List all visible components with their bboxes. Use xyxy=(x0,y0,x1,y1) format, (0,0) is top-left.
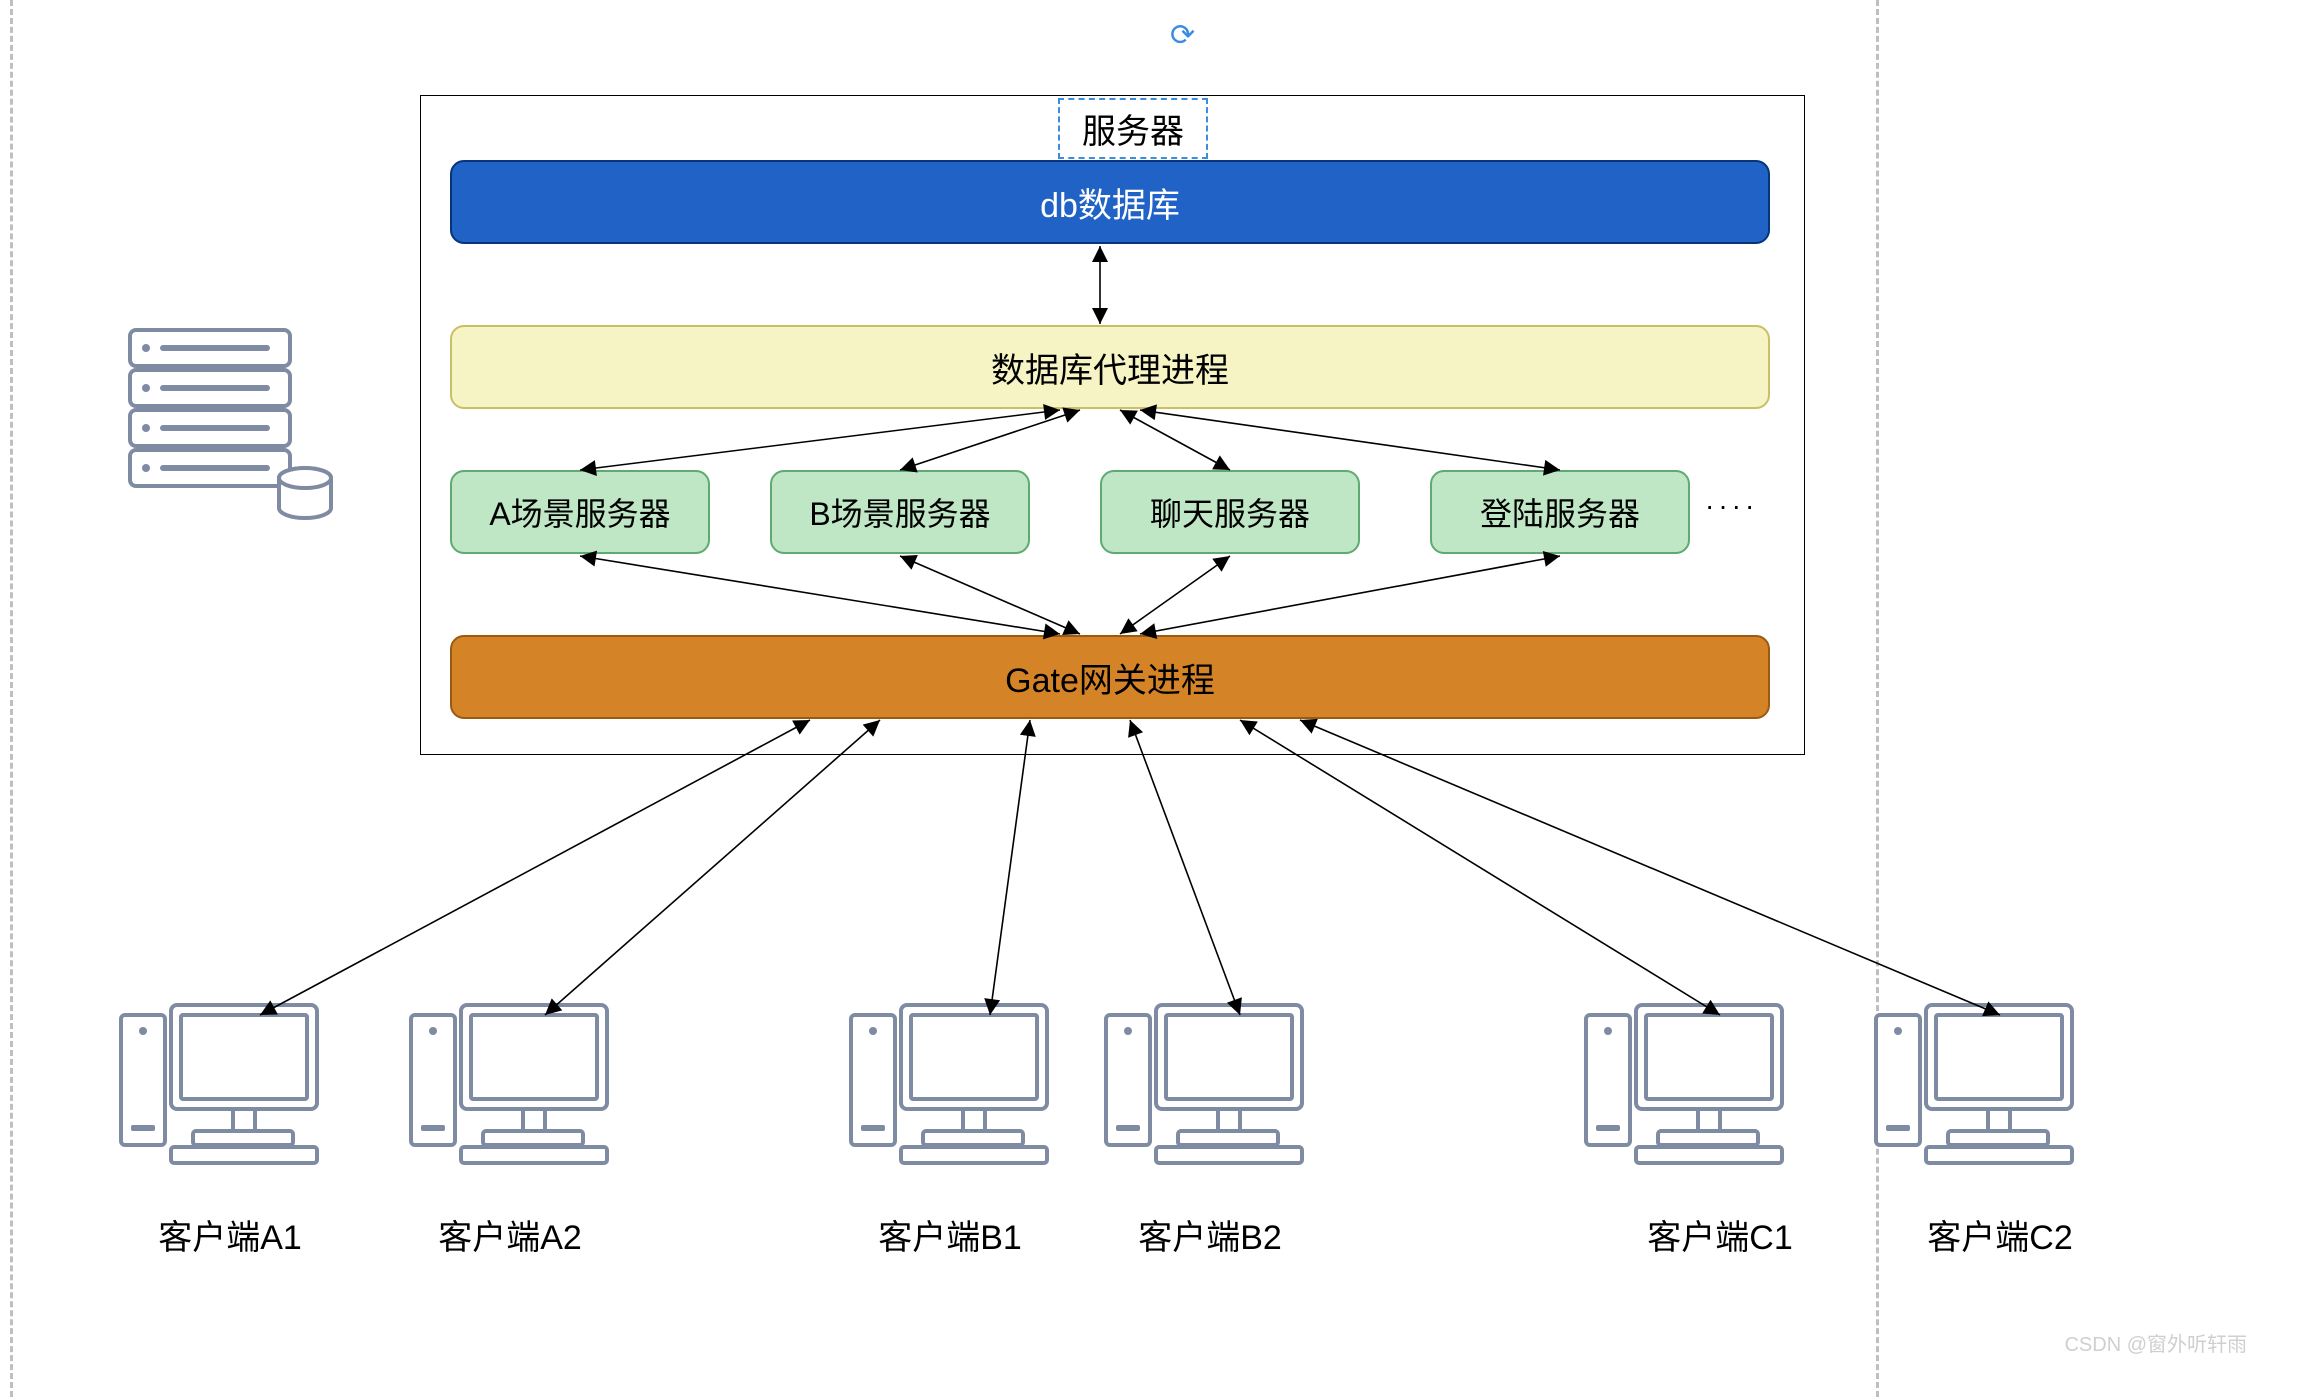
client-a1-label: 客户端A1 xyxy=(110,1210,350,1259)
node-chat: 聊天服务器 xyxy=(1100,470,1360,554)
node-scene-b: B场景服务器 xyxy=(770,470,1030,554)
node-login: 登陆服务器 xyxy=(1430,470,1690,554)
client-a2-label: 客户端A2 xyxy=(390,1210,630,1259)
node-scene-a-label: A场景服务器 xyxy=(489,489,670,535)
diagram-canvas: ⟳ 服务器 db数据库 数据库代理进程 A场景服务器 xyxy=(0,0,2307,1397)
client-c2-icon xyxy=(1870,995,2080,1175)
node-gate-label: Gate网关进程 xyxy=(1005,653,1215,702)
node-db-label: db数据库 xyxy=(1040,178,1180,227)
node-db: db数据库 xyxy=(450,160,1770,244)
ellipsis: ···· xyxy=(1705,490,1758,522)
node-login-label: 登陆服务器 xyxy=(1480,489,1640,535)
client-b1-icon xyxy=(845,995,1055,1175)
server-container-title-text: 服务器 xyxy=(1082,104,1184,153)
client-c1-icon xyxy=(1580,995,1790,1175)
guide-line-right xyxy=(1876,0,1879,1397)
guide-line-left xyxy=(10,0,13,1397)
client-a2-icon xyxy=(405,995,615,1175)
watermark: CSDN @窗外听轩雨 xyxy=(2064,1328,2247,1357)
client-c2-label: 客户端C2 xyxy=(1880,1210,2120,1259)
refresh-icon: ⟳ xyxy=(1170,18,1195,53)
node-gate: Gate网关进程 xyxy=(450,635,1770,719)
client-c1-label: 客户端C1 xyxy=(1600,1210,1840,1259)
node-chat-label: 聊天服务器 xyxy=(1150,489,1310,535)
client-b2-label: 客户端B2 xyxy=(1090,1210,1330,1259)
server-rack-icon xyxy=(120,320,340,530)
node-scene-b-label: B场景服务器 xyxy=(809,489,990,535)
client-b1-label: 客户端B1 xyxy=(830,1210,1070,1259)
client-b2-icon xyxy=(1100,995,1310,1175)
node-proxy-label: 数据库代理进程 xyxy=(991,343,1229,392)
client-a1-icon xyxy=(115,995,325,1175)
server-container-title: 服务器 xyxy=(1058,98,1208,159)
node-scene-a: A场景服务器 xyxy=(450,470,710,554)
node-proxy: 数据库代理进程 xyxy=(450,325,1770,409)
